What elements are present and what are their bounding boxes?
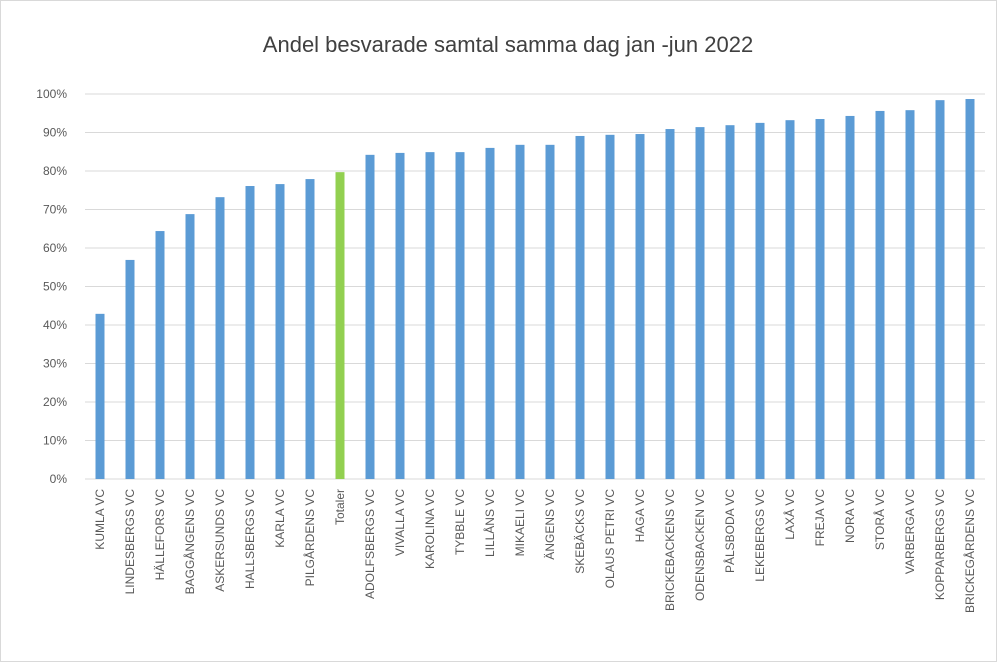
bar	[605, 134, 615, 479]
bar	[935, 100, 945, 479]
x-tick-label: KOPPARBERGS VC	[933, 489, 947, 600]
y-tick-label: 80%	[43, 164, 67, 178]
x-tick-label: PILGÅRDENS VC	[302, 489, 317, 587]
bar	[155, 231, 165, 479]
x-tick-label: KUMLA VC	[93, 489, 107, 550]
x-tick-label: BAGGÅNGENS VC	[182, 489, 197, 595]
bar	[515, 144, 525, 479]
bar	[395, 152, 405, 479]
y-tick-label: 40%	[43, 318, 67, 332]
bar	[635, 134, 645, 480]
x-tick-label: LAXÅ VC	[782, 489, 797, 540]
bar	[785, 120, 795, 480]
bar	[575, 135, 585, 479]
y-tick-label: 20%	[43, 395, 67, 409]
bar	[425, 152, 435, 479]
bar	[275, 184, 285, 479]
x-tick-label: HAGA VC	[633, 489, 647, 543]
bar	[725, 125, 735, 479]
bar	[965, 99, 975, 479]
x-tick-label: PÅLSBODA VC	[722, 489, 737, 573]
x-tick-label: VARBERGA VC	[903, 489, 917, 574]
bar	[695, 127, 705, 480]
bar	[245, 186, 255, 479]
y-tick-label: 70%	[43, 203, 67, 217]
bar	[665, 129, 675, 479]
x-tick-label: KARLA VC	[273, 489, 287, 548]
bar	[905, 110, 915, 480]
y-tick-label: 60%	[43, 241, 67, 255]
x-tick-label: LINDESBERGS VC	[123, 489, 137, 595]
bar	[455, 152, 465, 479]
x-tick-label: OLAUS PETRI VC	[603, 489, 617, 589]
x-tick-label: MIKAELI VC	[513, 489, 527, 557]
bar	[755, 122, 765, 479]
bar	[305, 179, 315, 479]
y-tick-label: 50%	[43, 280, 67, 294]
bar	[815, 119, 825, 480]
bar	[365, 154, 375, 479]
bar	[335, 172, 345, 479]
x-tick-label: ASKERSUNDS VC	[213, 489, 227, 592]
bar	[485, 147, 495, 479]
y-tick-label: 90%	[43, 126, 67, 140]
x-tick-label: ÄNGENS VC	[543, 489, 557, 560]
bar	[125, 259, 135, 479]
bar	[545, 144, 555, 479]
y-tick-label: 30%	[43, 357, 67, 371]
x-tick-label: KAROLINA VC	[423, 489, 437, 569]
x-tick-label: ODENSBACKEN VC	[693, 489, 707, 601]
y-tick-label: 0%	[50, 472, 68, 486]
x-tick-label: ADOLFSBERGS VC	[363, 489, 377, 599]
x-tick-label: BRICKEGÅRDENS VC	[962, 489, 977, 613]
x-tick-label: VIVALLA VC	[393, 489, 407, 556]
chart-title: Andel besvarade samtal samma dag jan -ju…	[263, 32, 753, 57]
x-tick-label: STORÅ VC	[872, 489, 887, 550]
x-tick-label: BRICKEBACKENS VC	[663, 489, 677, 611]
bar	[185, 214, 195, 479]
x-tick-label: SKEBÄCKS VC	[573, 489, 587, 574]
bar	[95, 313, 105, 479]
y-tick-label: 10%	[43, 434, 67, 448]
x-tick-label: LEKEBERGS VC	[753, 489, 767, 582]
x-tick-label: NORA VC	[843, 489, 857, 543]
bar	[875, 110, 885, 479]
x-tick-label: HALLSBERGS VC	[243, 489, 257, 589]
y-tick-label: 100%	[36, 87, 67, 101]
x-tick-label: LILLÅNS VC	[482, 489, 497, 557]
x-tick-label: FREJA VC	[813, 489, 827, 547]
bar	[845, 115, 855, 479]
x-tick-label: HÄLLEFORS VC	[153, 489, 167, 581]
bar	[215, 197, 225, 479]
x-tick-label: Totaler	[333, 489, 347, 525]
x-tick-label: TYBBLE VC	[453, 489, 467, 555]
